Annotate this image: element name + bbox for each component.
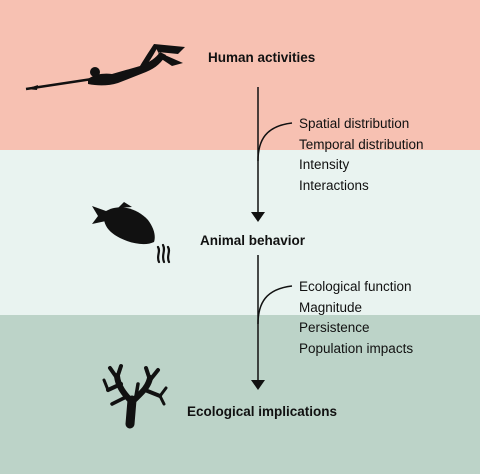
fish-icon — [92, 202, 155, 245]
factor-item: Intensity — [299, 157, 350, 172]
human-to-animal-factors: Spatial distribution Temporal distributi… — [299, 114, 424, 196]
factor-item: Temporal distribution — [299, 136, 424, 152]
animal-to-ecological-factors: Ecological function Magnitude Persistenc… — [299, 277, 413, 359]
factor-item: Interactions — [299, 177, 369, 193]
bracket-animal-to-ecological — [257, 285, 293, 325]
coral-icon — [102, 364, 168, 429]
ecological-implications-label: Ecological implications — [187, 404, 338, 419]
human-activities-band — [0, 0, 480, 150]
factor-item: Magnitude — [299, 299, 363, 315]
animal-behavior-label: Animal behavior — [200, 233, 306, 248]
ecological-implications-band — [0, 315, 480, 474]
bracket-human-to-animal — [257, 122, 293, 162]
factor-item: Ecological function — [299, 279, 412, 294]
animal-behavior-band — [0, 150, 480, 315]
factor-item: Population impacts — [299, 340, 414, 356]
seaweed-icon — [156, 243, 171, 264]
human-activities-label: Human activities — [208, 50, 316, 65]
factor-item: Spatial distribution — [299, 116, 410, 131]
factor-item: Persistence — [299, 320, 370, 335]
spearfisher-icon — [25, 44, 185, 91]
